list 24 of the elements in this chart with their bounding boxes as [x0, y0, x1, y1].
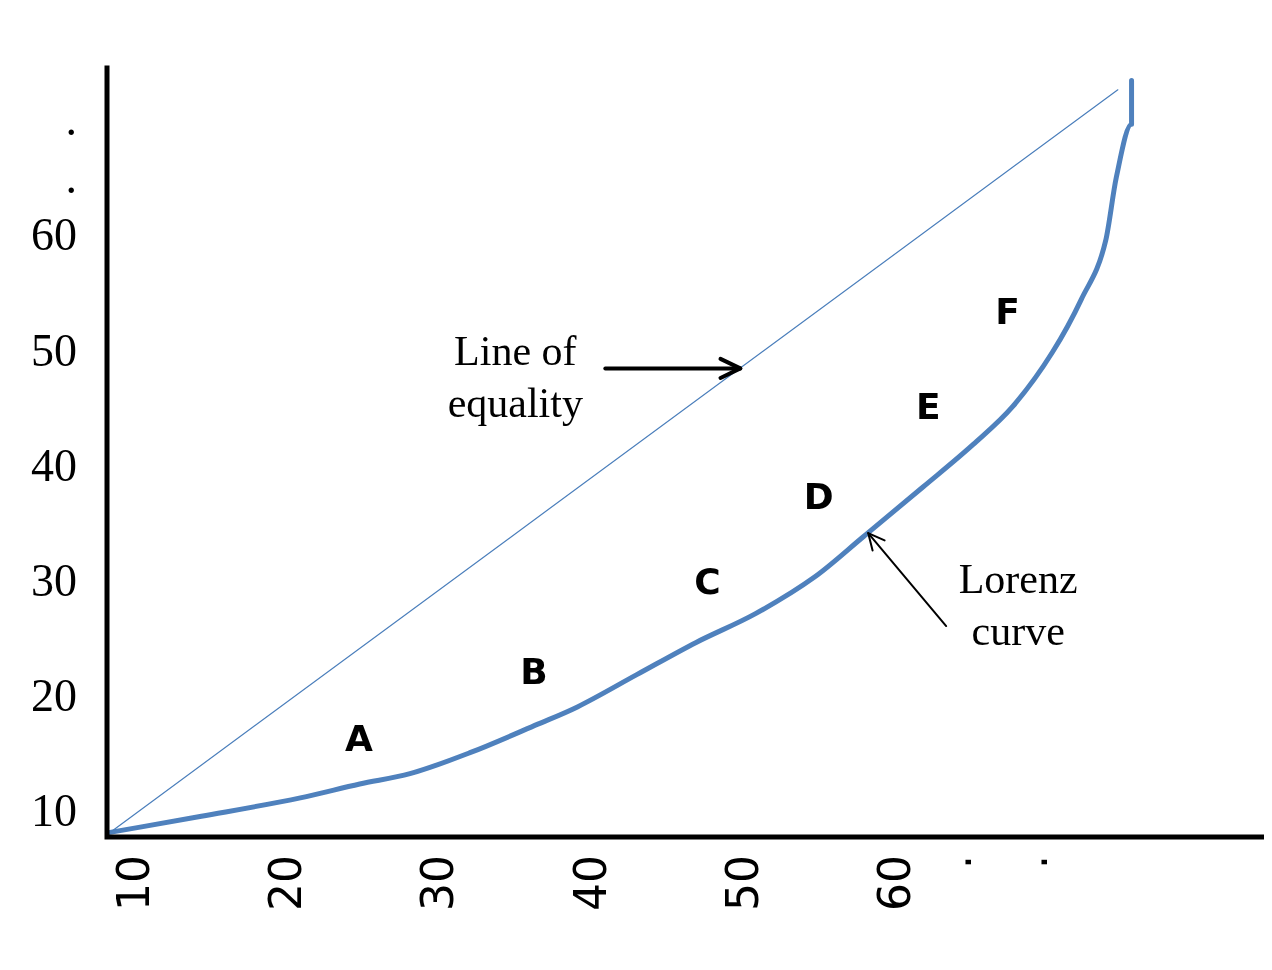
annotation: Lorenz curve — [958, 556, 1078, 655]
x-tick-label: . — [929, 855, 981, 869]
x-tick-label: . — [1006, 855, 1058, 869]
y-tick-label: . — [65, 151, 77, 203]
x-tick-label: 60 — [869, 855, 921, 911]
y-tick-label: 20 — [31, 669, 77, 721]
x-tick-label: 20 — [260, 855, 312, 911]
y-tick-label: 60 — [31, 209, 77, 261]
x-tick-label: 40 — [564, 855, 616, 911]
y-tick-label: 30 — [31, 554, 77, 606]
x-tick-label: 30 — [412, 855, 464, 911]
y-tick-label: 40 — [31, 439, 77, 491]
annotation: E — [915, 386, 941, 428]
annotation: C — [694, 561, 721, 603]
annotation: B — [520, 651, 548, 693]
annotation: F — [995, 290, 1020, 332]
annotation: A — [344, 718, 373, 760]
y-tick-label: . — [65, 94, 77, 146]
y-tick-label: 50 — [31, 324, 77, 376]
y-tick-label: 10 — [31, 785, 77, 837]
annotation: D — [803, 476, 834, 518]
x-tick-label: 50 — [716, 855, 768, 911]
x-tick-label: 10 — [107, 855, 159, 911]
annotation: Line of equality — [447, 328, 583, 427]
